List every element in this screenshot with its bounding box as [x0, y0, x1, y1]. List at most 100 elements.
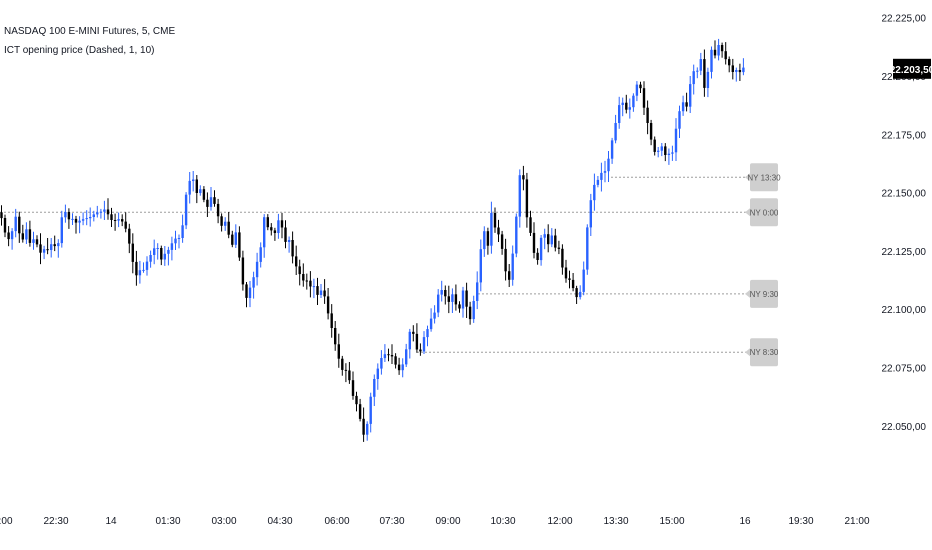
candle-body	[42, 249, 46, 253]
candle-body	[287, 240, 291, 242]
candle	[412, 325, 415, 342]
candle-body	[465, 290, 468, 307]
candle-body	[433, 312, 436, 319]
indicator-legend[interactable]: ICT opening price (Dashed, 1, 10)	[4, 45, 155, 56]
candle	[92, 210, 95, 222]
candle-body	[74, 218, 78, 223]
candle-body	[444, 290, 447, 297]
candle-body	[67, 212, 71, 220]
candle-body	[646, 107, 649, 123]
candle-body	[71, 218, 74, 220]
candle-body	[231, 234, 234, 245]
price-tick-label: 22.125,00	[882, 247, 927, 258]
candle	[323, 279, 326, 304]
candle-body	[39, 244, 42, 253]
price-tick-label: 22.100,00	[882, 305, 927, 316]
candle-body	[21, 233, 24, 240]
candle-body	[500, 234, 504, 249]
level-label: NY 9:30	[750, 290, 779, 299]
candle-body	[607, 158, 610, 172]
candle	[3, 214, 7, 238]
level-label-box	[750, 163, 778, 192]
candle-body	[209, 197, 213, 207]
level-label-pointer	[745, 208, 750, 217]
candle	[266, 214, 269, 231]
candle	[74, 215, 78, 234]
candle-body	[493, 213, 497, 228]
candle-body	[227, 221, 230, 235]
candle-body	[319, 290, 323, 295]
candle-body	[689, 84, 692, 107]
candle	[18, 211, 21, 243]
candle-body	[639, 84, 642, 89]
candle	[35, 235, 39, 248]
candle-body	[440, 290, 443, 295]
candle	[713, 40, 717, 59]
candle-body	[383, 354, 387, 359]
candle-body	[7, 232, 10, 240]
candle	[351, 371, 355, 400]
candle-body	[497, 227, 500, 235]
candle-body	[35, 239, 39, 245]
candle-body	[525, 179, 529, 218]
candle-body	[653, 139, 656, 152]
candle-body	[234, 232, 237, 245]
candle-body	[664, 146, 667, 155]
candle-body	[419, 349, 422, 352]
time-tick-label: 10:30	[490, 516, 515, 527]
candle	[543, 228, 546, 250]
candle-body	[649, 123, 653, 140]
time-tick-label: 03:00	[211, 516, 236, 527]
candle	[738, 63, 742, 81]
candle-body	[437, 294, 440, 313]
candle-body	[692, 71, 695, 85]
candle-body	[199, 189, 202, 193]
candle	[593, 173, 596, 211]
level-label: NY 8:30	[750, 348, 779, 357]
candle-body	[259, 247, 262, 262]
candle-body	[635, 84, 639, 96]
candle-body	[376, 368, 379, 379]
candle-body	[621, 102, 624, 105]
candle-body	[394, 356, 397, 365]
candle-body	[582, 269, 585, 292]
candle-body	[472, 301, 475, 320]
candle-body	[337, 344, 340, 359]
time-tick-label: 09:00	[435, 516, 460, 527]
candle	[571, 273, 575, 292]
symbol-legend[interactable]: NASDAQ 100 E-MINI Futures, 5, CME	[4, 26, 176, 37]
candle-body	[10, 231, 14, 240]
candle-body	[614, 123, 617, 141]
price-tick-label: 22.175,00	[882, 130, 927, 141]
candle	[177, 234, 181, 249]
candle-body	[213, 197, 216, 204]
candle	[263, 214, 266, 258]
candle	[444, 285, 447, 305]
candle-body	[312, 286, 316, 288]
candle	[181, 214, 184, 243]
candle-body	[113, 220, 117, 221]
candle-body	[554, 235, 557, 248]
candle	[454, 284, 458, 311]
candle	[248, 281, 252, 308]
candle-body	[85, 218, 88, 220]
candle-body	[632, 95, 635, 108]
candle-body	[373, 379, 376, 397]
candle	[582, 261, 585, 296]
candle	[245, 282, 248, 308]
candle	[369, 392, 372, 433]
time-axis[interactable]: 21:00 22:30 14 01:30 03:00 04:30 06:00 07:30 09:…	[0, 516, 870, 527]
candle	[394, 353, 397, 369]
candle	[607, 151, 610, 182]
candle-body	[57, 243, 60, 247]
candle	[515, 213, 518, 258]
candle	[458, 301, 461, 313]
candle	[632, 93, 635, 112]
candle-body	[135, 261, 138, 276]
last-price-box	[893, 58, 931, 79]
candle-body	[667, 153, 671, 155]
candle-body	[738, 70, 742, 73]
time-tick-label: 19:30	[788, 516, 813, 527]
candle	[397, 357, 401, 375]
